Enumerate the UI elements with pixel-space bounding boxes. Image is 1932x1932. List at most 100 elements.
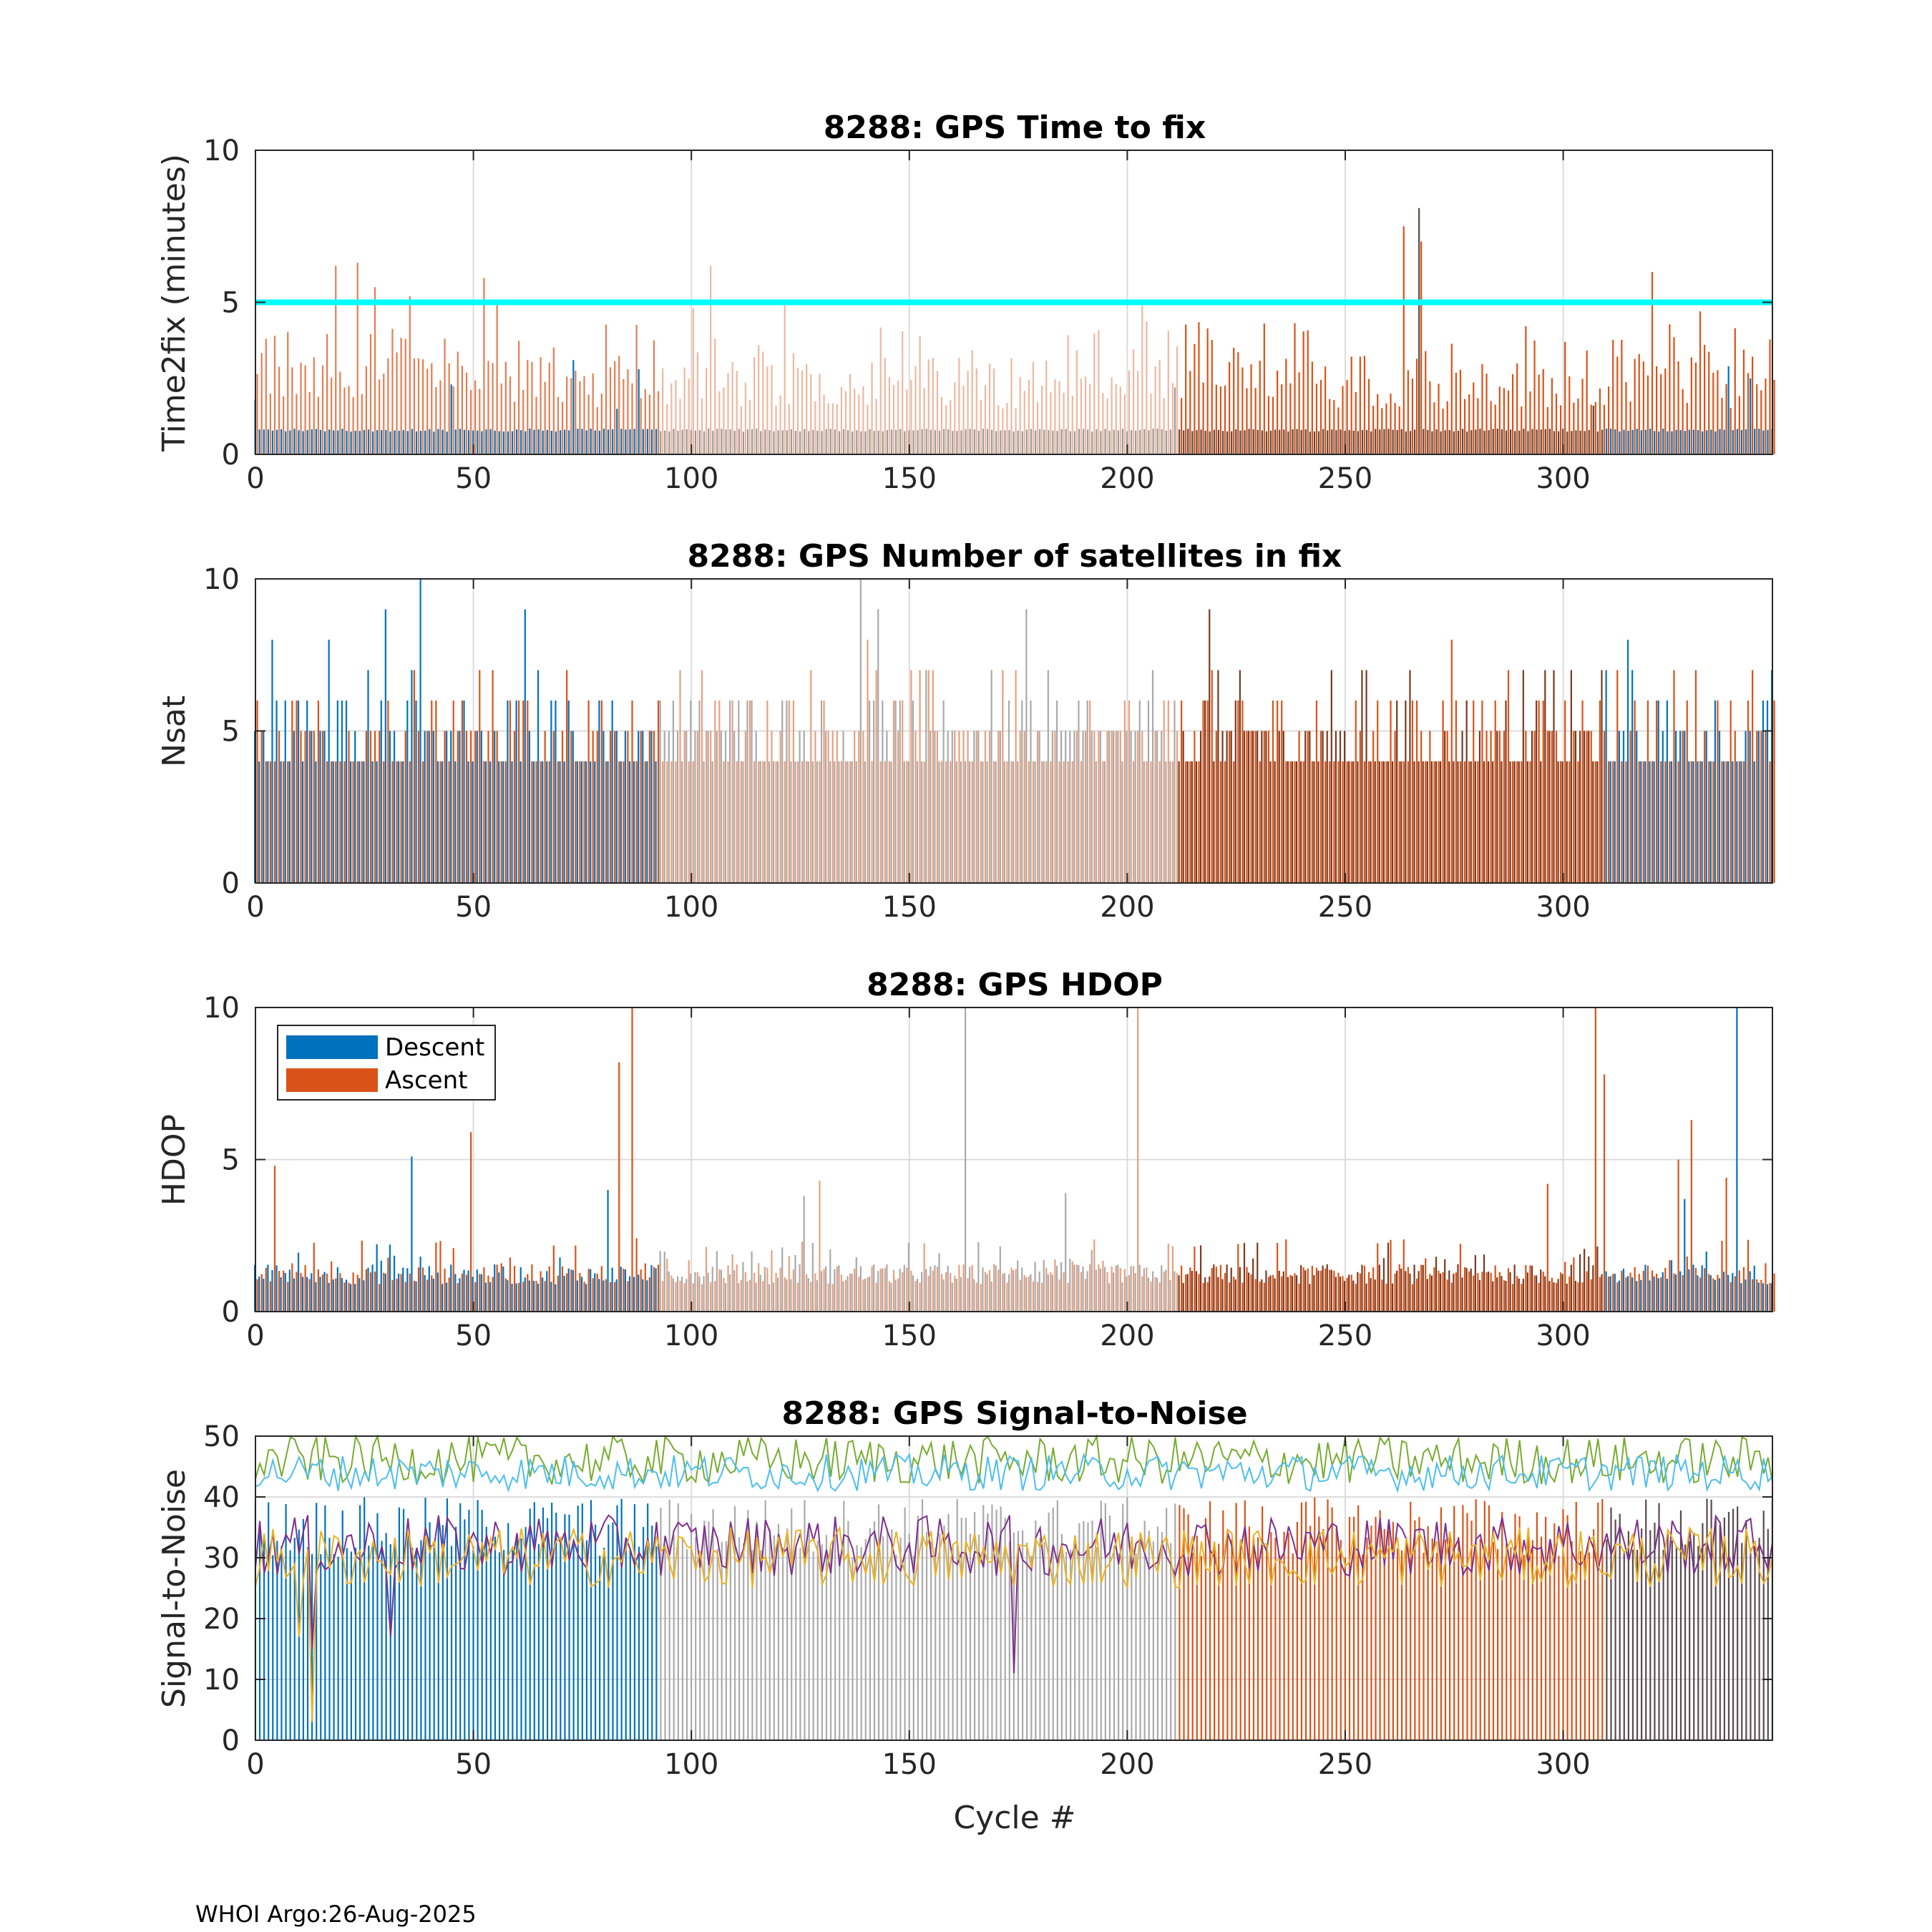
snr-bar bbox=[1684, 1544, 1687, 1740]
ascent-bar bbox=[273, 761, 276, 883]
ascent-bar bbox=[1411, 1284, 1414, 1312]
ascent-bar bbox=[1616, 356, 1619, 454]
ascent-bar bbox=[1123, 701, 1126, 883]
ascent-bar bbox=[950, 761, 952, 883]
x-tick-label: 100 bbox=[664, 1748, 718, 1781]
descent-bar bbox=[1261, 1279, 1263, 1312]
ascent-bar bbox=[509, 1257, 512, 1312]
descent-bar bbox=[781, 430, 784, 454]
ascent-bar bbox=[1586, 1271, 1588, 1312]
legend: Descent Ascent bbox=[277, 1025, 496, 1101]
ascent-bar bbox=[1211, 340, 1213, 454]
descent-bar bbox=[721, 428, 723, 454]
ascent-bar bbox=[1158, 1282, 1161, 1312]
ascent-bar bbox=[675, 761, 677, 883]
ascent-bar bbox=[1686, 701, 1688, 883]
ascent-bar bbox=[343, 387, 346, 454]
descent-bar bbox=[964, 1008, 967, 1312]
descent-bar bbox=[772, 1282, 775, 1312]
ascent-bar bbox=[1246, 388, 1248, 454]
descent-bar bbox=[1732, 430, 1734, 454]
snr-bar bbox=[1183, 1508, 1185, 1740]
descent-bar bbox=[829, 761, 831, 883]
snr-bar bbox=[899, 1537, 902, 1740]
snr-bar bbox=[1697, 1546, 1699, 1740]
ascent-bar bbox=[483, 761, 485, 883]
ascent-bar bbox=[1315, 384, 1318, 454]
ascent-bar bbox=[1272, 701, 1274, 883]
ascent-bar bbox=[518, 701, 520, 883]
descent-bar bbox=[450, 384, 452, 454]
descent-bar bbox=[960, 1277, 962, 1312]
snr-bar bbox=[1479, 1538, 1481, 1740]
series-line-line3 bbox=[255, 1513, 1773, 1674]
ascent-bar bbox=[1019, 377, 1021, 454]
descent-bar bbox=[816, 761, 819, 883]
descent-bar bbox=[877, 1271, 879, 1312]
descent-bar bbox=[628, 761, 631, 883]
ascent-bar bbox=[1146, 321, 1148, 454]
ascent-bar bbox=[1158, 761, 1161, 883]
ascent-bar bbox=[1329, 761, 1331, 883]
ascent-bar bbox=[1450, 640, 1453, 883]
descent-bar bbox=[628, 1276, 631, 1312]
ascent-bar bbox=[1176, 346, 1179, 454]
descent-bar bbox=[1361, 429, 1364, 454]
ascent-bar bbox=[1063, 1272, 1065, 1312]
descent-bar bbox=[1165, 1269, 1167, 1312]
ascent-bar bbox=[627, 369, 629, 454]
descent-bar bbox=[1195, 761, 1198, 883]
ascent-bar bbox=[792, 701, 795, 883]
descent-bar bbox=[1374, 761, 1376, 883]
descent-bar bbox=[930, 731, 932, 883]
descent-bar bbox=[594, 761, 596, 883]
descent-bar bbox=[1474, 1254, 1476, 1312]
descent-bar bbox=[1501, 429, 1503, 454]
descent-bar bbox=[882, 1268, 884, 1312]
descent-bar bbox=[1553, 1282, 1555, 1312]
ascent-bar bbox=[788, 701, 790, 883]
descent-bar bbox=[1766, 701, 1769, 883]
descent-bar bbox=[859, 1266, 862, 1312]
snr-bar bbox=[952, 1546, 954, 1740]
ascent-bar bbox=[1564, 341, 1566, 454]
snr-bar bbox=[1204, 1518, 1207, 1740]
descent-bar bbox=[1370, 1278, 1372, 1312]
ascent-bar bbox=[1742, 761, 1745, 883]
ascent-bar bbox=[1507, 1268, 1510, 1312]
descent-bar bbox=[1257, 731, 1259, 883]
ascent-bar bbox=[1128, 370, 1131, 454]
ascent-bar bbox=[1363, 1265, 1366, 1312]
ascent-bar bbox=[1294, 761, 1296, 883]
descent-bar bbox=[1557, 431, 1560, 454]
snr-bar bbox=[1706, 1498, 1708, 1740]
ascent-bar bbox=[317, 701, 319, 883]
ascent-bar bbox=[653, 1267, 655, 1312]
descent-bar bbox=[1282, 731, 1284, 883]
ascent-bar bbox=[1533, 1275, 1536, 1312]
ascent-bar bbox=[461, 366, 464, 454]
descent-bar bbox=[1121, 761, 1123, 883]
ascent-bar bbox=[1185, 324, 1187, 454]
ascent-bar bbox=[788, 404, 790, 454]
ascent-bar bbox=[1307, 731, 1309, 883]
snr-bar bbox=[1458, 1537, 1460, 1740]
ascent-bar bbox=[779, 731, 781, 883]
descent-bar bbox=[977, 431, 980, 454]
descent-bar bbox=[1034, 761, 1036, 883]
descent-bar bbox=[1296, 429, 1298, 454]
ascent-bar bbox=[897, 1278, 899, 1312]
descent-bar bbox=[393, 731, 396, 883]
ascent-bar bbox=[1455, 1272, 1457, 1312]
ascent-bar bbox=[1241, 701, 1244, 883]
descent-bar bbox=[638, 731, 640, 883]
snr-bar bbox=[1470, 1521, 1473, 1740]
ascent-bar bbox=[1699, 311, 1702, 454]
descent-bar bbox=[1269, 761, 1272, 883]
snr-bar bbox=[258, 1528, 261, 1740]
snr-bar bbox=[1096, 1547, 1098, 1740]
descent-bar bbox=[1117, 430, 1119, 454]
descent-bar bbox=[463, 1269, 465, 1312]
snr-bar bbox=[489, 1552, 492, 1740]
descent-bar bbox=[1313, 761, 1315, 883]
